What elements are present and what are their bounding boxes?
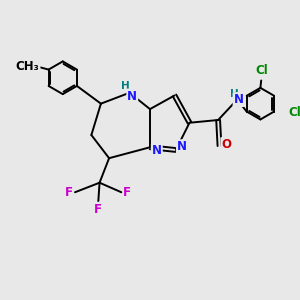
Text: N: N bbox=[177, 140, 187, 153]
Text: Cl: Cl bbox=[288, 106, 300, 119]
Text: N: N bbox=[234, 93, 244, 106]
Text: O: O bbox=[221, 138, 231, 151]
Text: N: N bbox=[127, 89, 137, 103]
Text: H: H bbox=[121, 81, 130, 92]
Text: H: H bbox=[230, 88, 238, 99]
Text: F: F bbox=[94, 203, 102, 216]
Text: Cl: Cl bbox=[255, 64, 268, 77]
Text: N: N bbox=[152, 144, 162, 157]
Text: CH₃: CH₃ bbox=[16, 60, 40, 73]
Text: F: F bbox=[65, 186, 73, 199]
Text: F: F bbox=[123, 186, 131, 199]
